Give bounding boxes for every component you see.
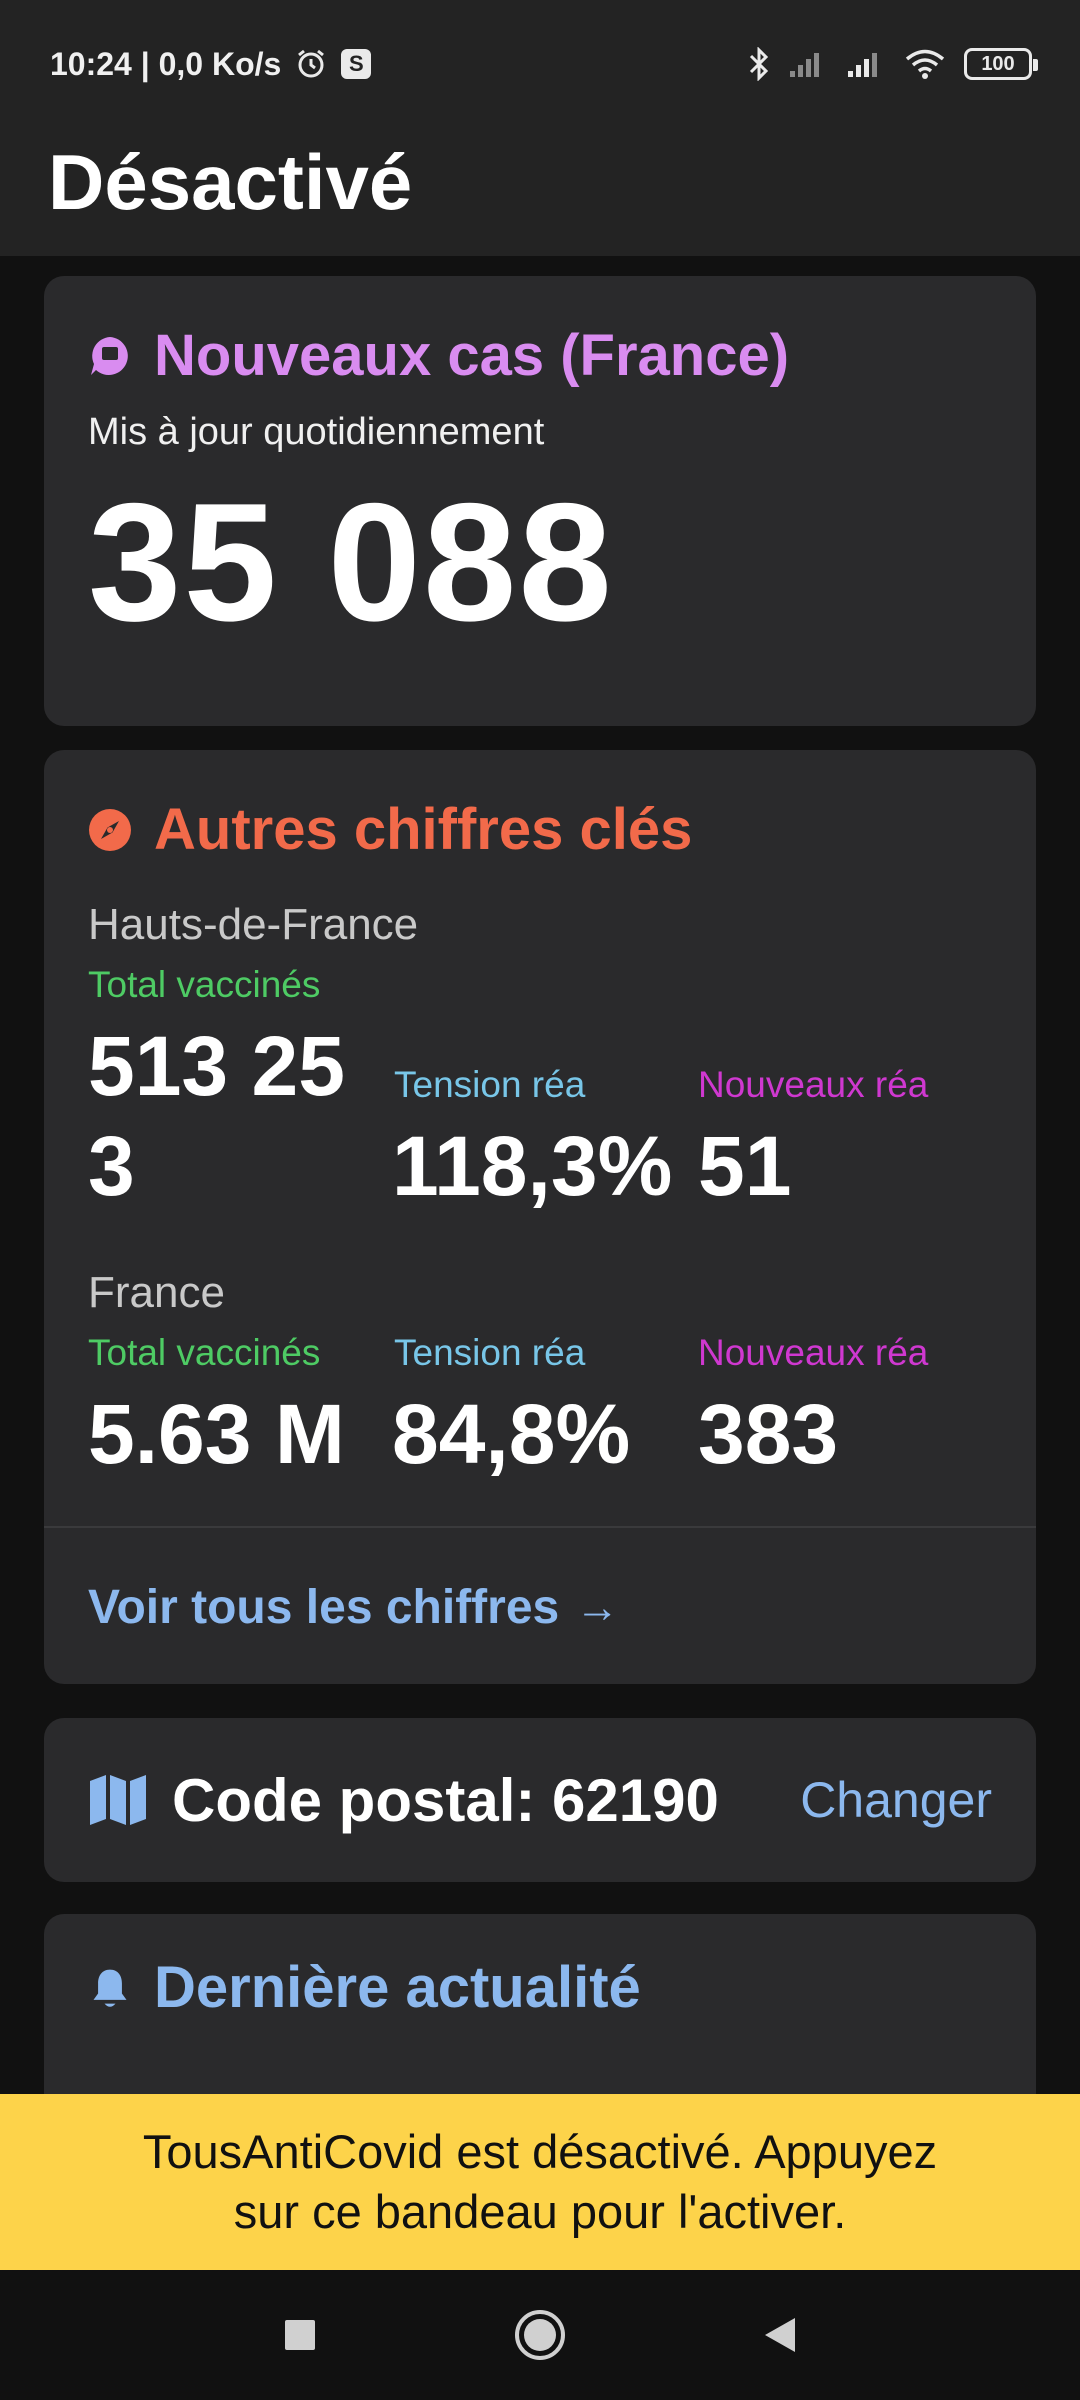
- stat-label-tension: Tension réa: [394, 1064, 586, 1105]
- new-cases-value: 35 088: [88, 468, 614, 656]
- new-cases-subtitle: Mis à jour quotidiennement: [88, 411, 545, 453]
- latest-news-title-row: Dernière actualité: [88, 1954, 992, 2021]
- see-all-figures-link[interactable]: Voir tous les chiffres →: [88, 1580, 619, 1635]
- change-postal-button[interactable]: Changer: [800, 1772, 992, 1828]
- new-cases-title-row: Nouveaux cas (France): [88, 322, 992, 389]
- stat-value-new-icu: 383: [698, 1387, 839, 1481]
- recent-apps-button[interactable]: [270, 2305, 330, 2365]
- signal-icon-2: [848, 53, 877, 77]
- stat-label-new-icu: Nouveaux réa: [698, 1332, 929, 1373]
- see-all-label: Voir tous les chiffres: [88, 1581, 560, 1634]
- wifi-icon: [905, 49, 945, 79]
- chat-bubble-icon: [91, 336, 128, 375]
- app-header: Désactivé: [0, 128, 1080, 256]
- circle-icon: [515, 2310, 565, 2360]
- region-name: France: [88, 1268, 225, 1317]
- stat-label-vaccinated: Total vaccinés: [88, 964, 321, 1005]
- status-left: 10:24 | 0,0 Ko/s S: [50, 45, 372, 83]
- stat-value-vaccinated: 513 25: [88, 1019, 345, 1113]
- new-cases-title: Nouveaux cas (France): [154, 323, 790, 388]
- activate-banner[interactable]: TousAntiCovid est désactivé. Appuyez sur…: [0, 2094, 1080, 2270]
- postal-code-card: Code postal: 62190 Changer: [44, 1718, 1036, 1882]
- key-figures-title: Autres chiffres clés: [154, 797, 693, 862]
- battery-level: 100: [981, 52, 1015, 75]
- banner-line-1: TousAntiCovid est désactivé. Appuyez: [142, 2125, 938, 2178]
- status-right: 100: [748, 47, 1038, 81]
- stat-label-vaccinated: Total vaccinés: [88, 1332, 321, 1373]
- bell-icon: [93, 1969, 127, 2007]
- battery-icon: 100: [964, 48, 1038, 80]
- stat-value-vaccinated: 5.63 M: [88, 1387, 345, 1481]
- bluetooth-icon: [749, 47, 769, 81]
- back-triangle-icon: [765, 2318, 795, 2352]
- navigation-bar: [0, 2270, 1080, 2400]
- square-icon: [285, 2320, 315, 2350]
- latest-news-title: Dernière actualité: [154, 1955, 641, 2020]
- new-cases-card[interactable]: Nouveaux cas (France) Mis à jour quotidi…: [44, 276, 1036, 726]
- key-figures-card: Autres chiffres clés Hauts-de-France Tot…: [44, 750, 1036, 1684]
- status-time: 10:24 | 0,0 Ko/s: [50, 45, 282, 82]
- page-title: Désactivé: [48, 138, 413, 226]
- key-figures-title-row: Autres chiffres clés: [88, 796, 992, 863]
- stat-value-vaccinated-cont: 3: [88, 1119, 135, 1213]
- card-divider: [44, 1526, 1036, 1528]
- stat-label-tension: Tension réa: [394, 1332, 586, 1373]
- compass-icon: [89, 808, 131, 851]
- signal-icon-1: [790, 53, 819, 77]
- postal-code-text: Code postal: 62190: [172, 1766, 719, 1834]
- stat-value-tension: 118,3%: [392, 1119, 673, 1213]
- arrow-right-icon: →: [575, 1582, 620, 1632]
- region-name: Hauts-de-France: [88, 900, 419, 949]
- home-button[interactable]: [510, 2305, 570, 2365]
- stat-label-new-icu: Nouveaux réa: [698, 1064, 929, 1105]
- map-icon: [90, 1775, 146, 1825]
- activate-banner-text: TousAntiCovid est désactivé. Appuyez sur…: [143, 2122, 937, 2242]
- status-bar: 10:24 | 0,0 Ko/s S 100: [0, 0, 1080, 128]
- alarm-icon: [298, 49, 325, 78]
- s-app-icon: S: [341, 49, 372, 79]
- stat-value-tension: 84,8%: [392, 1387, 631, 1481]
- banner-line-2: sur ce bandeau pour l'activer.: [233, 2185, 847, 2238]
- back-button[interactable]: [750, 2305, 810, 2365]
- stat-value-new-icu: 51: [698, 1119, 792, 1213]
